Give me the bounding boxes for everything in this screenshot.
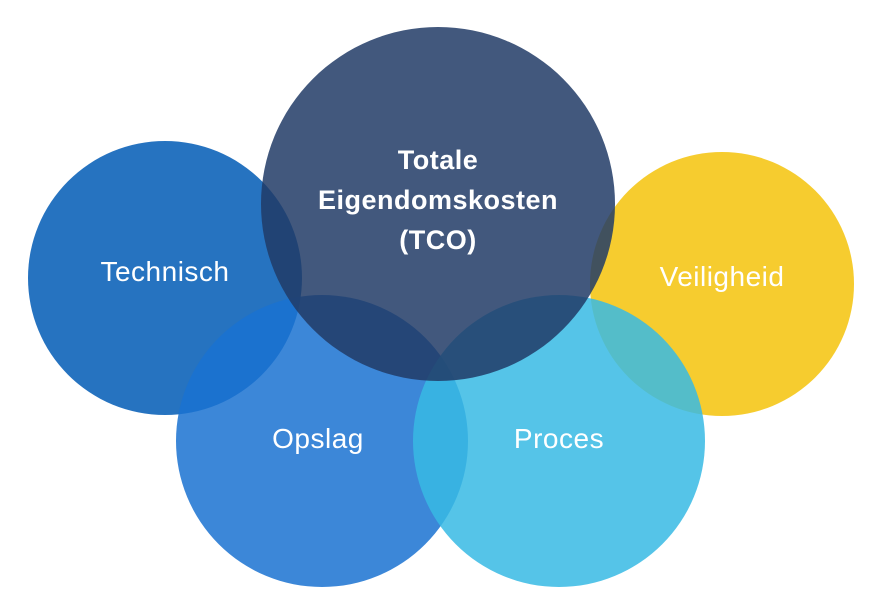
circle-tco: Totale Eigendomskosten (TCO) <box>261 27 615 381</box>
circle-tco-label: Totale Eigendomskosten (TCO) <box>317 145 559 255</box>
